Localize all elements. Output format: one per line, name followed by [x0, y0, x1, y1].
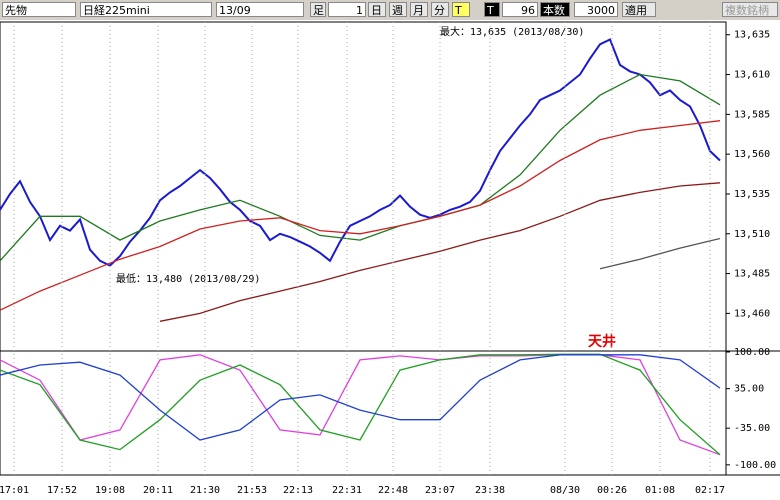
x-tick-label: 22:13 [283, 485, 313, 496]
x-tick-label: 01:08 [645, 485, 675, 496]
bar-size[interactable]: 1 [328, 2, 366, 17]
series-line [0, 354, 721, 441]
x-tick-label: 23:38 [475, 485, 505, 496]
x-tick-label: 08/30 [550, 485, 580, 496]
y-tick-label: -35.00 [734, 423, 770, 434]
count-input[interactable]: 96 [502, 2, 538, 17]
x-tick-label: 00:26 [597, 485, 627, 496]
y-tick-label: 100.00 [734, 347, 770, 358]
tick-button[interactable]: T [452, 2, 470, 17]
bar-label: 足 [310, 2, 326, 17]
contract-select[interactable]: 13/09 [216, 2, 304, 17]
x-tick-label: 21:30 [190, 485, 220, 496]
bars-input[interactable]: 3000 [574, 2, 618, 17]
y-tick-label: 13,585 [734, 109, 770, 120]
y-tick-label: 13,610 [734, 70, 770, 81]
y-tick-label: 13,485 [734, 269, 770, 280]
series-line [0, 73, 721, 262]
series-line [599, 237, 721, 270]
series-line [0, 38, 721, 267]
x-tick-label: 19:08 [95, 485, 125, 496]
high-annotation: 最大：13,635 (2013/08/30) [440, 25, 584, 38]
y-tick-label: 13,635 [734, 30, 770, 41]
minute-button[interactable]: 分 [431, 2, 449, 17]
y-tick-label: 35.00 [734, 384, 764, 395]
plot-frame [0, 21, 727, 476]
month-button[interactable]: 月 [410, 2, 428, 17]
x-tick-label: 17:52 [47, 485, 77, 496]
x-tick-label: 20:11 [143, 485, 173, 496]
count-label: 本数 [540, 2, 570, 17]
y-tick-label: 13,510 [734, 229, 770, 240]
product-select[interactable]: 日経225mini [80, 2, 212, 17]
x-tick-label: 22:31 [332, 485, 362, 496]
x-tick-label: 22:48 [378, 485, 408, 496]
t-label: T [484, 2, 500, 17]
low-annotation: 最低：13,480 (2013/08/29) [116, 272, 260, 285]
toolbar: 先物 日経225mini 13/09 足 1 日 週 月 分 T T 96 本数… [0, 0, 780, 20]
multi-button[interactable]: 複数銘柄 [722, 2, 778, 17]
x-tick-label: 02:17 [695, 485, 725, 496]
series-line [159, 182, 721, 322]
apply-button[interactable]: 適用 [622, 2, 656, 17]
day-button[interactable]: 日 [368, 2, 386, 17]
y-tick-label: -100.00 [734, 460, 776, 471]
x-tick-label: 21:53 [237, 485, 267, 496]
series-line [0, 120, 721, 311]
y-tick-label: 13,535 [734, 189, 770, 200]
x-tick-label: 17:01 [0, 485, 29, 496]
top-annotation: 天井 [588, 333, 616, 350]
y-tick-label: 13,560 [734, 149, 770, 160]
y-tick-label: 13,460 [734, 308, 770, 319]
series-line [0, 353, 721, 456]
market-select[interactable]: 先物 [2, 2, 76, 17]
x-tick-label: 23:07 [425, 485, 455, 496]
week-button[interactable]: 週 [389, 2, 407, 17]
